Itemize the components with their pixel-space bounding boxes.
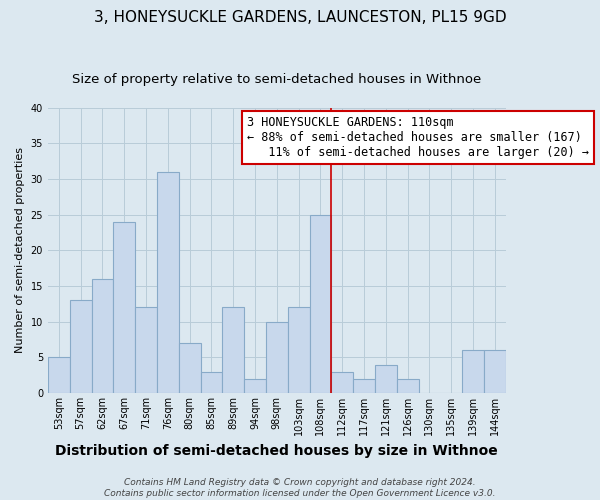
Bar [92,279,113,393]
Bar [484,350,506,393]
Bar [375,364,397,393]
Bar [157,172,179,393]
Bar [266,322,288,393]
Text: Contains HM Land Registry data © Crown copyright and database right 2024.
Contai: Contains HM Land Registry data © Crown c… [104,478,496,498]
Y-axis label: Number of semi-detached properties: Number of semi-detached properties [15,148,25,354]
Bar [331,372,353,393]
Text: 3, HONEYSUCKLE GARDENS, LAUNCESTON, PL15 9GD: 3, HONEYSUCKLE GARDENS, LAUNCESTON, PL15… [94,10,506,25]
Bar [462,350,484,393]
X-axis label: Distribution of semi-detached houses by size in Withnoe: Distribution of semi-detached houses by … [55,444,498,458]
Bar [397,379,419,393]
Bar [113,222,135,393]
Bar [200,372,223,393]
Bar [353,379,375,393]
Bar [223,308,244,393]
Bar [48,358,70,393]
Bar [135,308,157,393]
Bar [179,343,200,393]
Bar [70,300,92,393]
Text: 3 HONEYSUCKLE GARDENS: 110sqm
← 88% of semi-detached houses are smaller (167)
  : 3 HONEYSUCKLE GARDENS: 110sqm ← 88% of s… [247,116,589,159]
Bar [310,214,331,393]
Bar [244,379,266,393]
Bar [288,308,310,393]
Title: Size of property relative to semi-detached houses in Withnoe: Size of property relative to semi-detach… [72,72,481,86]
